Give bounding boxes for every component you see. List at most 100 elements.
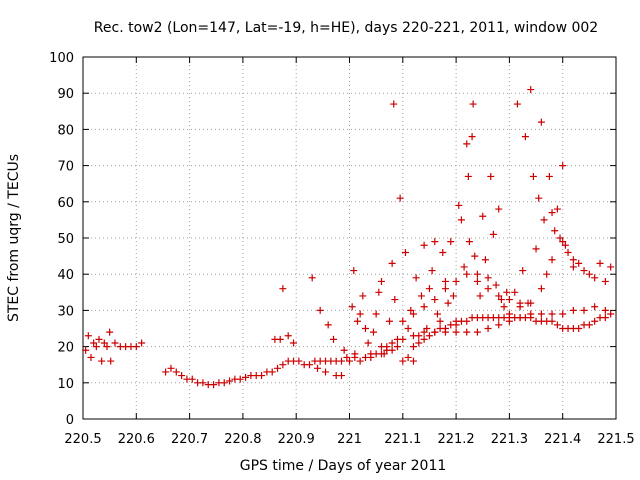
x-tick-label: 220.9 (278, 432, 315, 447)
data-point (330, 335, 338, 343)
data-point (444, 299, 452, 307)
data-point (199, 379, 207, 387)
data-point (521, 133, 529, 141)
data-point (343, 353, 351, 361)
data-point (420, 241, 428, 249)
chart-title: Rec. tow2 (Lon=147, Lat=-19, h=HE), days… (94, 20, 598, 36)
data-point (495, 292, 503, 300)
data-point (607, 310, 615, 318)
data-point (495, 205, 503, 213)
data-point (92, 343, 100, 351)
y-tick-labels: 0 10 20 30 40 50 60 70 80 90 100 (49, 51, 74, 428)
data-point (338, 372, 346, 380)
data-point (404, 325, 412, 332)
data-point (84, 332, 92, 340)
data-point (479, 212, 487, 220)
x-tick-label: 221.1 (384, 432, 421, 447)
data-point (340, 346, 348, 354)
data-point (428, 267, 436, 275)
data-point (548, 310, 556, 318)
data-point (87, 353, 95, 361)
data-point (385, 317, 393, 325)
x-tick-labels: 220.5 220.6 220.7 220.8 220.9 221 221.1 221.2 22… (64, 432, 634, 447)
data-point (226, 377, 234, 385)
data-point (132, 343, 140, 351)
data-point (551, 227, 559, 235)
data-point (511, 288, 519, 296)
data-point (409, 343, 417, 351)
data-point (388, 259, 396, 267)
y-tick-label: 20 (57, 341, 74, 356)
data-point (452, 277, 460, 285)
data-point (601, 306, 609, 314)
y-tick-label: 50 (57, 232, 74, 247)
data-point (449, 292, 457, 300)
data-point (372, 310, 380, 318)
data-point (537, 310, 545, 318)
data-point (106, 328, 114, 336)
data-point (559, 238, 567, 246)
x-tick-label: 221 (337, 432, 362, 447)
data-point (607, 263, 615, 271)
data-point (420, 328, 428, 336)
data-point (564, 248, 572, 256)
data-point (290, 339, 298, 347)
data-point (591, 303, 599, 311)
data-point (375, 288, 383, 296)
data-point (537, 285, 545, 293)
data-point (279, 285, 287, 293)
data-point (500, 303, 508, 311)
data-point (425, 332, 433, 340)
data-point (409, 310, 417, 318)
data-point (188, 375, 196, 383)
data-point (258, 372, 266, 380)
data-point (463, 328, 471, 336)
data-point (393, 343, 401, 351)
y-axis-label: STEC from uqrg / TECUs (6, 154, 22, 322)
y-tick-label: 40 (57, 268, 74, 283)
data-point (484, 325, 492, 332)
data-point (100, 339, 108, 347)
data-point (553, 321, 561, 329)
data-point (543, 270, 551, 278)
data-point (455, 201, 463, 209)
data-point (457, 216, 465, 224)
data-point (306, 361, 314, 369)
data-point (464, 172, 472, 180)
data-point (162, 368, 170, 376)
x-tick-label: 221.2 (437, 432, 474, 447)
data-point (338, 357, 346, 365)
data-point (369, 328, 377, 336)
data-point (601, 314, 609, 322)
data-point (95, 335, 103, 343)
data-point (469, 100, 477, 108)
data-point (441, 285, 449, 293)
data-point (351, 353, 359, 361)
data-point (396, 194, 404, 202)
data-point (350, 267, 358, 275)
data-point (505, 296, 513, 304)
x-tick-label: 221.5 (597, 432, 634, 447)
data-point (476, 292, 484, 300)
data-point (316, 306, 324, 314)
data-point (569, 306, 577, 314)
data-point (532, 245, 540, 253)
data-point (516, 299, 524, 307)
data-point (98, 357, 106, 365)
data-point (585, 270, 593, 278)
data-point (377, 277, 385, 285)
data-point (513, 100, 521, 108)
data-point (436, 317, 444, 325)
data-point (569, 256, 577, 264)
data-point (481, 256, 489, 264)
data-point (569, 263, 577, 271)
data-point (575, 259, 583, 267)
data-point (596, 259, 604, 267)
data-point (505, 317, 513, 325)
data-point (388, 339, 396, 347)
data-point (484, 274, 492, 282)
data-point (527, 310, 535, 318)
data-point (463, 270, 471, 278)
data-point (284, 332, 292, 340)
data-point (452, 328, 460, 336)
